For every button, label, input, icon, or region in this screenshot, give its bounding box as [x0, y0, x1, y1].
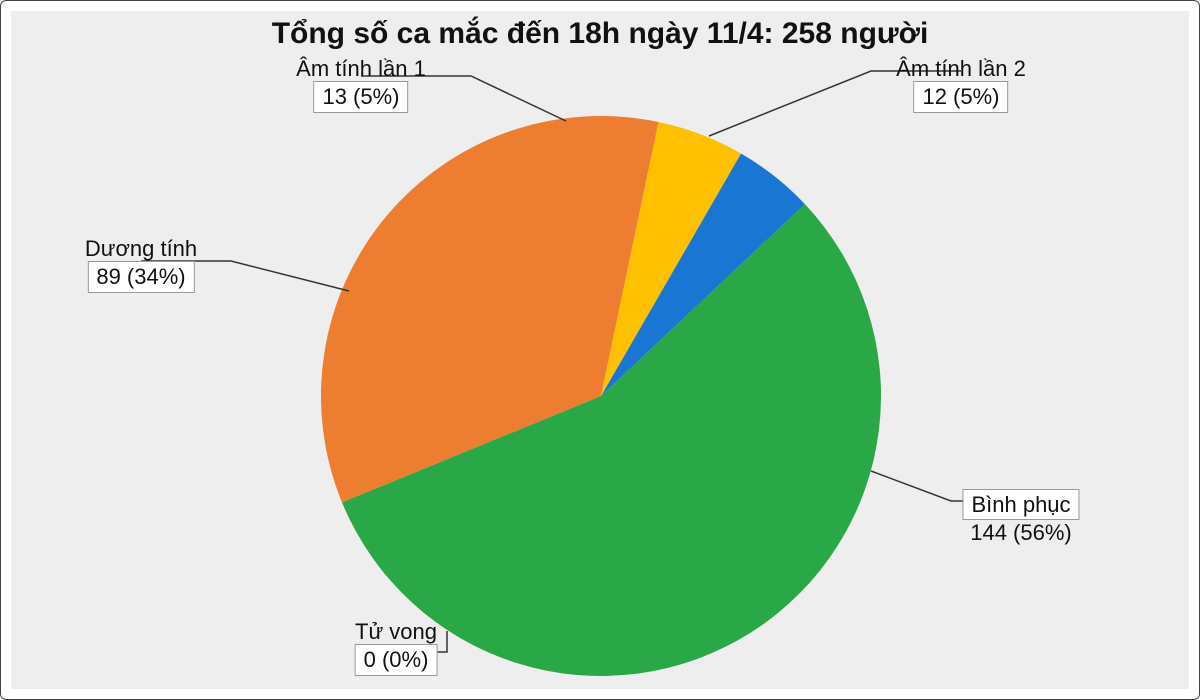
- label-line1: Âm tính lần 1: [296, 56, 426, 81]
- label-name-box: Bình phục: [962, 489, 1079, 520]
- label-value: 144 (56%): [962, 520, 1079, 545]
- label-value-box: 13 (5%): [313, 81, 408, 112]
- plot-area: Tổng số ca mắc đến 18h ngày 11/4: 258 ng…: [11, 11, 1189, 689]
- label-tu-vong: Tử vong 0 (0%): [355, 619, 438, 676]
- label-am-tinh-lan-2: Âm tính lần 2 12 (5%): [896, 56, 1026, 113]
- pie-chart-svg: [11, 11, 1191, 691]
- label-am-tinh-lan-1: Âm tính lần 1 13 (5%): [296, 56, 426, 113]
- label-value-box: 89 (34%): [87, 261, 194, 292]
- label-line1: Âm tính lần 2: [896, 56, 1026, 81]
- label-value-box: 0 (0%): [355, 644, 438, 675]
- label-line1: Tử vong: [355, 619, 438, 644]
- label-duong-tinh: Dương tính 89 (34%): [85, 236, 197, 293]
- label-line1: Dương tính: [85, 236, 197, 261]
- chart-frame: Tổng số ca mắc đến 18h ngày 11/4: 258 ng…: [0, 0, 1200, 700]
- label-value-box: 12 (5%): [913, 81, 1008, 112]
- label-binh-phuc: Bình phục 144 (56%): [962, 489, 1079, 546]
